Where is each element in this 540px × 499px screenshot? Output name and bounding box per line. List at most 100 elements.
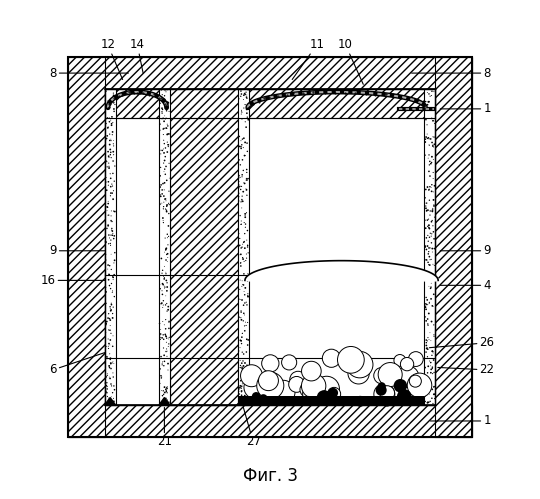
Point: [102, 294, 110, 302]
Point: [162, 332, 171, 340]
Point: [430, 331, 438, 339]
Bar: [249, 358, 424, 405]
Point: [163, 120, 172, 128]
Point: [242, 169, 251, 177]
Point: [160, 124, 168, 132]
Point: [239, 362, 248, 370]
Point: [105, 270, 113, 278]
Point: [107, 212, 116, 220]
Point: [424, 215, 433, 223]
Text: Фиг. 3: Фиг. 3: [242, 468, 298, 486]
Point: [159, 114, 167, 122]
Text: 10: 10: [338, 38, 363, 84]
Point: [234, 181, 243, 189]
Point: [424, 321, 433, 329]
Point: [235, 189, 244, 197]
Point: [156, 163, 165, 171]
Point: [104, 181, 113, 189]
Point: [110, 359, 118, 367]
Point: [102, 320, 110, 328]
Point: [164, 143, 173, 151]
Point: [163, 352, 171, 360]
Point: [156, 99, 165, 107]
Point: [236, 356, 245, 364]
Point: [107, 306, 116, 314]
Point: [238, 382, 246, 390]
Point: [421, 242, 430, 250]
Circle shape: [409, 375, 421, 387]
Point: [163, 283, 172, 291]
Point: [159, 390, 168, 398]
Point: [107, 120, 116, 128]
Point: [239, 309, 248, 317]
Point: [161, 153, 170, 161]
Point: [238, 196, 247, 204]
Point: [421, 276, 429, 284]
Point: [236, 295, 245, 303]
Point: [164, 99, 173, 107]
Point: [241, 138, 249, 146]
Point: [430, 261, 438, 269]
Point: [103, 383, 112, 391]
Point: [240, 311, 249, 319]
Point: [430, 133, 438, 141]
Circle shape: [338, 346, 364, 373]
Point: [239, 188, 248, 196]
Point: [234, 178, 243, 186]
Point: [427, 114, 436, 122]
Circle shape: [347, 351, 373, 378]
Point: [243, 139, 252, 147]
Point: [234, 193, 243, 201]
Point: [424, 90, 433, 98]
Point: [107, 299, 116, 307]
Point: [158, 109, 166, 117]
Point: [105, 162, 113, 170]
Point: [427, 135, 435, 143]
Point: [164, 141, 172, 149]
Point: [428, 347, 437, 355]
Point: [163, 97, 171, 105]
Point: [156, 299, 164, 307]
Point: [236, 382, 245, 390]
Point: [244, 370, 253, 378]
Point: [237, 198, 245, 206]
Point: [102, 299, 110, 307]
Point: [426, 172, 434, 180]
Point: [423, 315, 432, 323]
Point: [238, 282, 246, 290]
Circle shape: [380, 386, 395, 401]
Point: [156, 191, 164, 199]
Circle shape: [394, 379, 407, 393]
Point: [159, 205, 168, 213]
Point: [164, 335, 173, 343]
Point: [156, 183, 165, 191]
Point: [426, 261, 434, 269]
Point: [235, 132, 244, 140]
Point: [102, 373, 111, 381]
Point: [244, 290, 252, 298]
Point: [161, 268, 170, 276]
Point: [240, 90, 249, 98]
Point: [161, 88, 170, 96]
Point: [241, 318, 250, 326]
Point: [422, 256, 430, 264]
Point: [240, 180, 249, 188]
Point: [156, 200, 165, 208]
Point: [106, 284, 115, 292]
Point: [109, 273, 117, 281]
Point: [242, 321, 251, 329]
Point: [162, 124, 171, 132]
Point: [105, 118, 114, 126]
Point: [242, 363, 251, 371]
Point: [234, 242, 243, 250]
Point: [104, 398, 113, 406]
Point: [109, 151, 118, 159]
Point: [110, 235, 118, 243]
Point: [236, 361, 245, 369]
Point: [422, 204, 430, 212]
Point: [102, 283, 110, 291]
Point: [109, 93, 117, 101]
Point: [103, 317, 111, 325]
Point: [157, 353, 165, 361]
Text: 14: 14: [130, 38, 145, 73]
